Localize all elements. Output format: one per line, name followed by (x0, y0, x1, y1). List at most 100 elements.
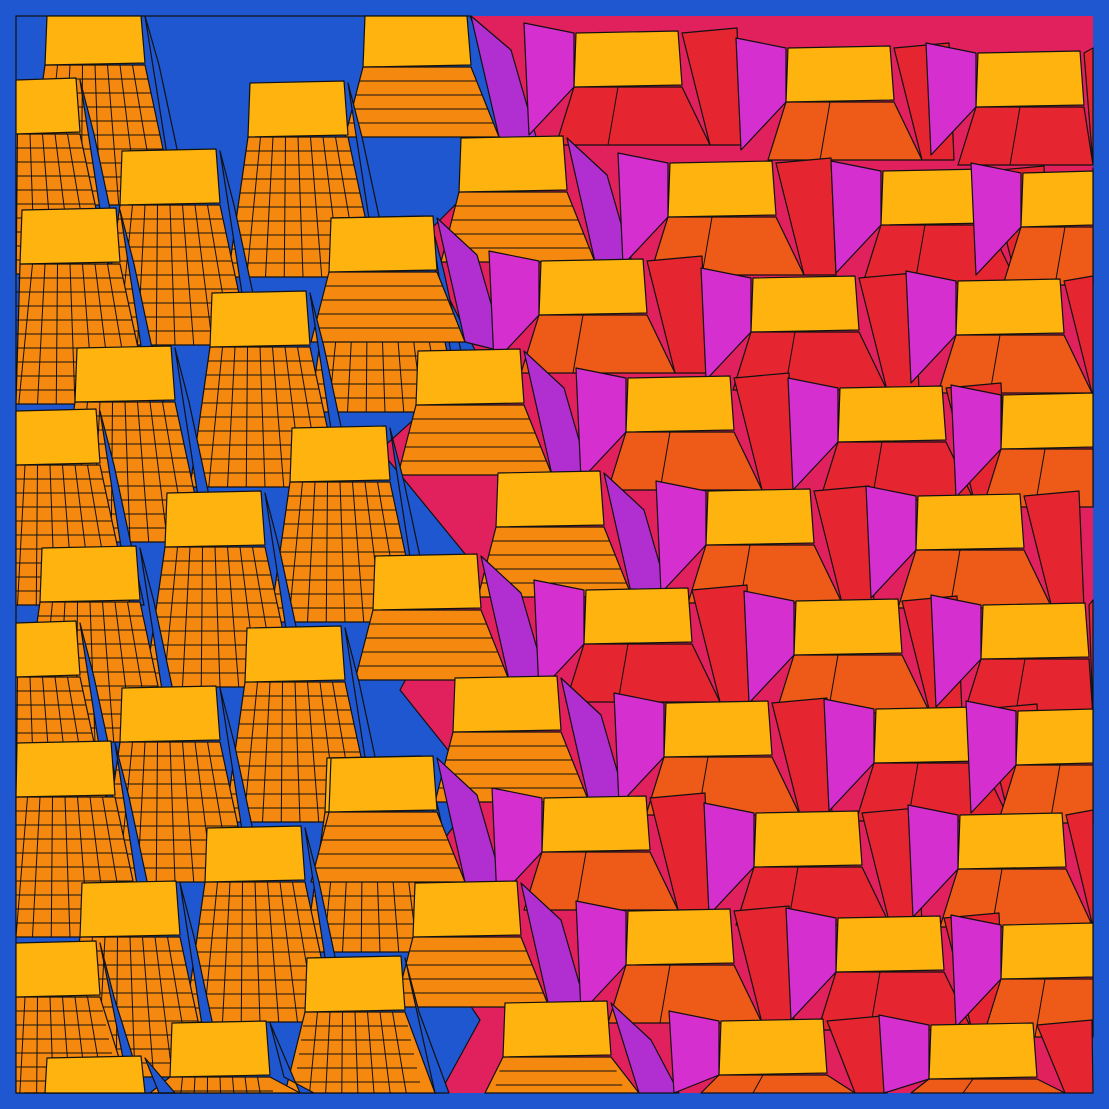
skirt-edge-line (1009, 106, 1021, 166)
skirt-grid-line (246, 136, 261, 278)
tower-top-face (39, 545, 141, 603)
skirt-grid-line (257, 1076, 261, 1094)
skirt-grid-line (227, 346, 236, 488)
skirt-grid-line (379, 1011, 391, 1094)
skirt-grid-line (309, 1011, 318, 1094)
tower-top-face (119, 148, 221, 206)
skirt-grid-line (64, 796, 71, 938)
skirt-grid-line (32, 796, 41, 938)
tower-top-face (452, 675, 562, 733)
skirt-grid-line (129, 936, 136, 1078)
skirt-grid-line (208, 346, 223, 488)
tower-top-face (304, 955, 406, 1013)
skirt-grid-line (200, 546, 203, 688)
skirt-grid-line (219, 1076, 222, 1094)
tower-top-face (412, 880, 522, 938)
tower-top-face (915, 493, 1025, 551)
skirt-grid-line (55, 263, 58, 405)
skirt-grid-line (182, 204, 195, 346)
skirt-grid-line (325, 1011, 331, 1094)
tower-top-face (74, 345, 176, 403)
skirt-grid-line (50, 796, 53, 938)
tower-top-face (753, 810, 863, 868)
tower-top-face (793, 598, 903, 656)
tower-top-face (15, 740, 116, 798)
tower-top-face (928, 1022, 1038, 1080)
tower-top-face (835, 915, 945, 973)
skirt-edge-line (1034, 978, 1046, 1038)
tower-top-face (169, 1020, 271, 1078)
skirt-edge-line (607, 86, 619, 146)
tower-side-face (965, 700, 1017, 814)
skirt-edge-line (1054, 226, 1066, 286)
tower-top-face (119, 685, 221, 743)
tower-top-face (583, 587, 693, 645)
skirt-grid-line (339, 481, 346, 623)
skirt-edge-line (617, 643, 629, 703)
skirt-grid-line (155, 204, 158, 346)
skirt-grid-line (325, 481, 328, 623)
skirt-grid-line (254, 881, 261, 1023)
skirt-grid-line (169, 204, 176, 346)
tower-top-face (1015, 708, 1094, 766)
skirt-grid-line (69, 263, 76, 405)
tower-top-face (244, 625, 346, 683)
skirt-grid-line (182, 741, 195, 883)
tower-skirt (957, 106, 1094, 166)
skirt-grid-line (341, 1011, 343, 1094)
tower-top-face (955, 278, 1065, 336)
skirt-grid-line (280, 681, 283, 823)
skirt-grid-line (307, 481, 316, 623)
skirt-grid-line (142, 936, 155, 1078)
tower-side-face (735, 37, 787, 151)
tower-top-face (873, 706, 983, 764)
tower-top-face (1020, 170, 1094, 228)
skirt-edge-line (572, 314, 584, 374)
tower-top-face (289, 425, 391, 483)
skirt-grid-line (180, 1076, 183, 1094)
skirt-grid-line (149, 401, 168, 543)
skirt-grid-line (245, 346, 248, 488)
skirt-grid-line (35, 464, 38, 606)
skirt-grid-line (354, 1011, 359, 1094)
tower-top-face (15, 940, 101, 998)
tower-top-face (625, 908, 735, 966)
tower-side-face (523, 22, 575, 136)
skirt-grid-line (15, 796, 28, 938)
skirt-grid-line (102, 601, 115, 743)
tower-side-face (826, 1015, 888, 1094)
tower-top-face (15, 408, 101, 466)
skirt-grid-line (262, 681, 271, 823)
skirt-edge-line (659, 964, 671, 1024)
skirt-edge-line (701, 216, 713, 276)
tower-skirt (700, 1074, 856, 1094)
tower-side-face (775, 157, 837, 276)
tower-top-face (362, 15, 472, 68)
skirt-grid-line (259, 346, 266, 488)
skirt-grid-line (272, 346, 285, 488)
tower-top-face (328, 755, 438, 813)
tower-side-face (970, 162, 1022, 276)
skirt-grid-line (244, 1076, 248, 1094)
skirt-grid-line (107, 64, 120, 206)
skirt-grid-line (283, 136, 286, 278)
tower-top-face (541, 795, 651, 853)
tower-top-face (44, 15, 146, 66)
tower-top-face (667, 160, 777, 218)
tower-top-face (837, 385, 947, 443)
tower-top-face (164, 490, 266, 548)
skirt-grid-line (37, 263, 46, 405)
tower-top-face (209, 290, 311, 348)
tower-top-face (415, 348, 525, 406)
tower-top-face (538, 258, 648, 316)
skirt-grid-line (19, 996, 26, 1094)
tower-top-face (372, 553, 482, 611)
tower-side-face (668, 1010, 720, 1094)
skirt-grid-line (297, 136, 304, 278)
tower-side-face (404, 957, 450, 1094)
tower-skirt (910, 1078, 1066, 1094)
tower-top-face (785, 45, 895, 103)
skirt-grid-line (232, 1076, 235, 1094)
skirt-grid-line (367, 1011, 375, 1094)
